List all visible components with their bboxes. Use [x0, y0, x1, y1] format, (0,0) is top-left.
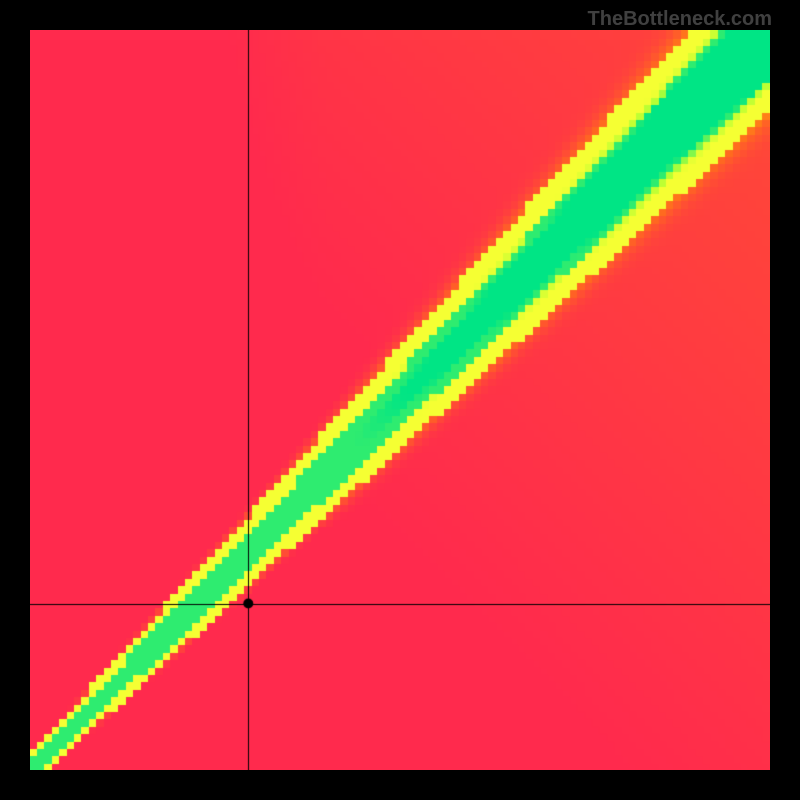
watermark: TheBottleneck.com — [588, 8, 772, 31]
heatmap-plot — [30, 30, 770, 770]
heatmap-canvas — [30, 30, 770, 770]
